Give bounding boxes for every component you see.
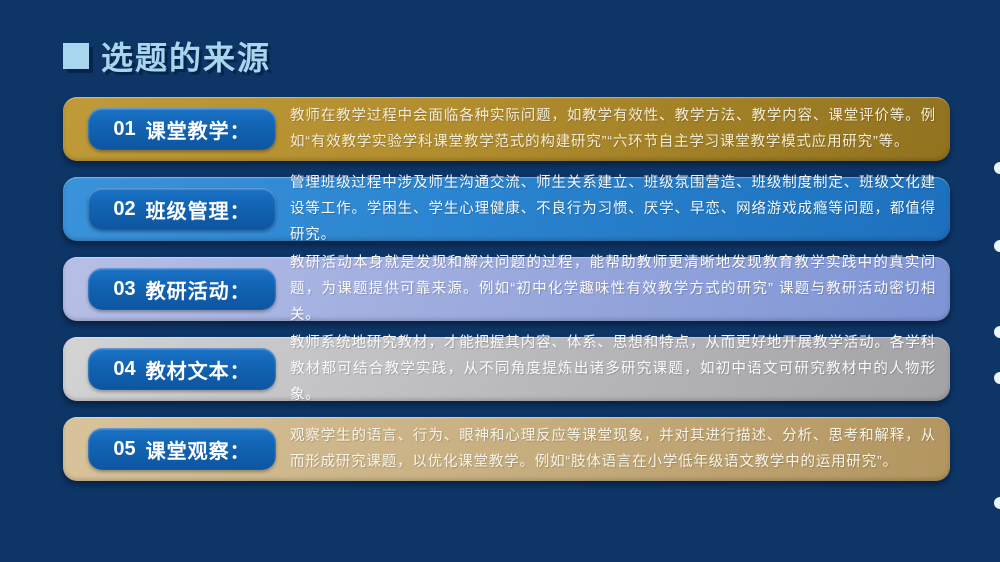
item-badge-01: 01 课堂教学： — [88, 108, 276, 150]
edge-dot-icon — [994, 326, 1000, 338]
edge-dot-icon — [994, 372, 1000, 384]
item-label: 教研活动： — [145, 280, 251, 303]
edge-dot-icon — [994, 240, 1000, 252]
list-item-class-management: 02 班级管理： 管理班级过程中涉及师生沟通交流、师生关系建立、班级氛围营造、班… — [63, 175, 950, 243]
item-badge-02: 02 班级管理： — [88, 188, 276, 230]
item-description: 观察学生的语言、行为、眼神和心理反应等课堂现象，并对其进行描述、分析、思考和解释… — [290, 428, 936, 470]
edge-dot-icon — [994, 497, 1000, 509]
item-badge-03: 03 教研活动： — [88, 268, 276, 310]
item-label: 课堂教学： — [145, 120, 251, 143]
item-number: 05 — [113, 437, 136, 460]
item-number: 03 — [113, 277, 136, 300]
list-item-teaching-research: 03 教研活动： 教研活动本身就是发现和解决问题的过程，能帮助教师更清晰地发现教… — [63, 255, 950, 323]
item-number: 02 — [113, 197, 136, 220]
item-label: 班级管理： — [145, 200, 251, 223]
list-item-classroom-teaching: 01 课堂教学： 教师在教学过程中会面临各种实际问题，如教学有效性、教学方法、教… — [63, 97, 950, 161]
page-title: 选题的来源 — [101, 40, 272, 76]
item-description: 教研活动本身就是发现和解决问题的过程，能帮助教师更清晰地发现教育教学实践中的真实… — [290, 255, 936, 323]
item-number: 04 — [113, 357, 136, 380]
item-label: 课堂观察： — [145, 440, 251, 463]
square-bullet-icon — [63, 43, 89, 69]
list-item-classroom-observation: 05 课堂观察： 观察学生的语言、行为、眼神和心理反应等课堂现象，并对其进行描述… — [63, 417, 950, 481]
item-description: 教师系统地研究教材，才能把握其内容、体系、思想和特点，从而更好地开展教学活动。各… — [290, 335, 936, 403]
edge-dot-icon — [994, 162, 1000, 174]
item-badge-04: 04 教材文本： — [88, 348, 276, 390]
list-item-textbook-text: 04 教材文本： 教师系统地研究教材，才能把握其内容、体系、思想和特点，从而更好… — [63, 335, 950, 403]
item-number: 01 — [113, 117, 136, 140]
item-label: 教材文本： — [145, 360, 251, 383]
item-description: 教师在教学过程中会面临各种实际问题，如教学有效性、教学方法、教学内容、课堂评价等… — [290, 108, 936, 150]
item-description: 管理班级过程中涉及师生沟通交流、师生关系建立、班级氛围营造、班级制度制定、班级文… — [290, 175, 936, 243]
topic-source-list: 01 课堂教学： 教师在教学过程中会面临各种实际问题，如教学有效性、教学方法、教… — [63, 97, 950, 497]
item-badge-05: 05 课堂观察： — [88, 428, 276, 470]
